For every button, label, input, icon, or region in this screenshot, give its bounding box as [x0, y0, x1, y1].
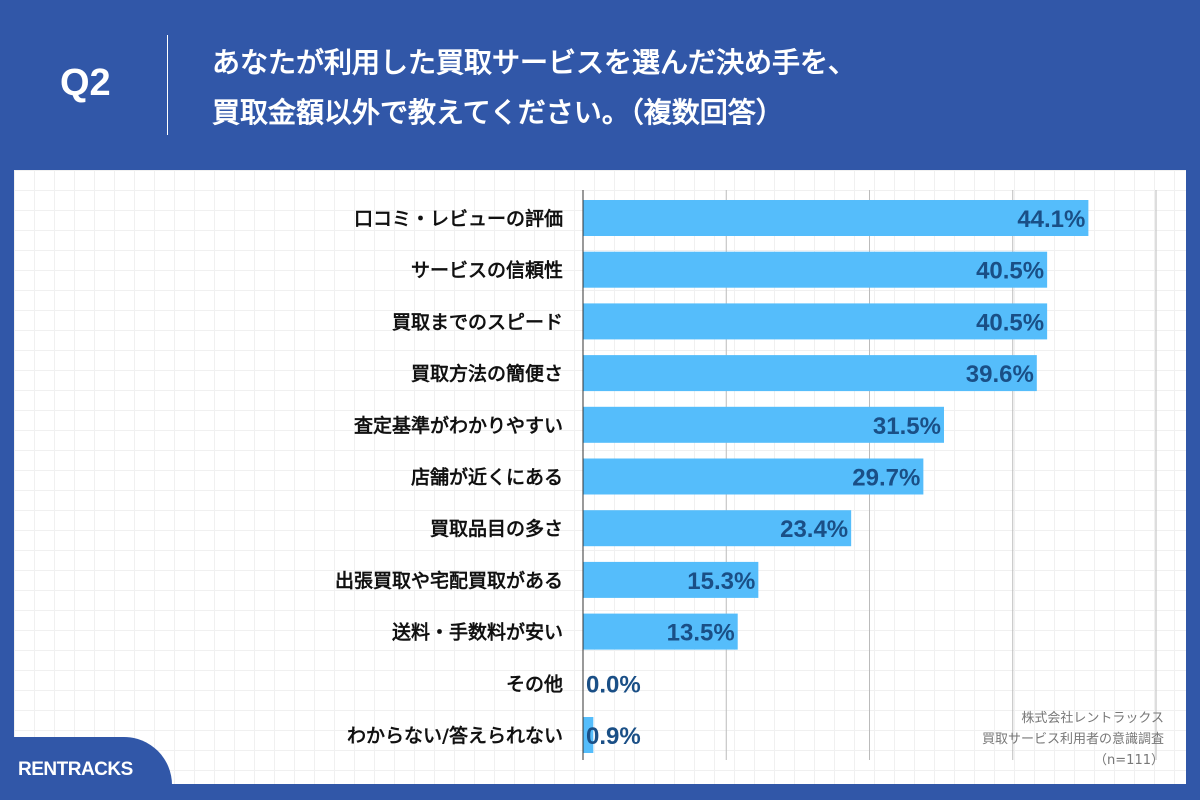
bar — [583, 613, 738, 650]
value-label: 40.5% — [976, 258, 1044, 285]
rentracks-logo: RENTRACKS — [0, 737, 172, 800]
divider — [167, 35, 168, 135]
category-label: 査定基準がわかりやすい — [353, 414, 563, 437]
title-line-2: 買取金額以外で教えてください。（複数回答） — [212, 96, 784, 129]
value-label: 0.0% — [586, 671, 641, 698]
category-label: サービスの信頼性 — [411, 259, 563, 282]
bar — [583, 355, 1037, 392]
bar — [583, 406, 944, 443]
category-label: 買取までのスピード — [392, 311, 563, 333]
value-label: 39.6% — [966, 361, 1034, 388]
bar — [583, 510, 852, 547]
value-label: 31.5% — [873, 413, 941, 440]
source-survey: 買取サービス利用者の意識調査 — [981, 732, 1164, 747]
bar — [583, 717, 594, 753]
category-label: その他 — [506, 672, 563, 695]
value-label: 15.3% — [687, 568, 755, 595]
category-label: 送料・手数料が安い — [392, 621, 563, 644]
value-label: 23.4% — [780, 516, 848, 543]
question-title: あなたが利用した買取サービスを選んだ決め手を、 買取金額以外で教えてください。（… — [212, 38, 856, 138]
value-label: 44.1% — [1017, 206, 1085, 233]
value-label: 0.9% — [586, 723, 641, 750]
source-note: 株式会社レントラックス 買取サービス利用者の意識調査 （n=111） — [982, 708, 1164, 771]
category-label: 口コミ・レビューの評価 — [354, 207, 563, 230]
category-label: わからない/答えられない — [347, 724, 563, 747]
source-sample-size: （n=111） — [1094, 753, 1164, 768]
question-number: Q2 — [60, 62, 111, 104]
category-label: 買取方法の簡便さ — [411, 362, 563, 385]
value-label: 13.5% — [667, 620, 735, 647]
value-label: 29.7% — [852, 465, 920, 492]
bar — [583, 200, 1089, 236]
bar — [583, 561, 759, 598]
category-label: 店舗が近くにある — [411, 466, 563, 489]
value-label: 40.5% — [976, 309, 1044, 336]
bar — [583, 458, 924, 495]
logo-text: RENTRACKS — [18, 759, 133, 780]
category-label: 買取品目の多さ — [430, 517, 563, 540]
bar — [583, 303, 1048, 340]
bar — [583, 251, 1048, 288]
title-line-1: あなたが利用した買取サービスを選んだ決め手を、 — [212, 46, 857, 79]
category-label: 出張買取や宅配買取がある — [335, 569, 563, 592]
source-company: 株式会社レントラックス — [1021, 711, 1164, 726]
